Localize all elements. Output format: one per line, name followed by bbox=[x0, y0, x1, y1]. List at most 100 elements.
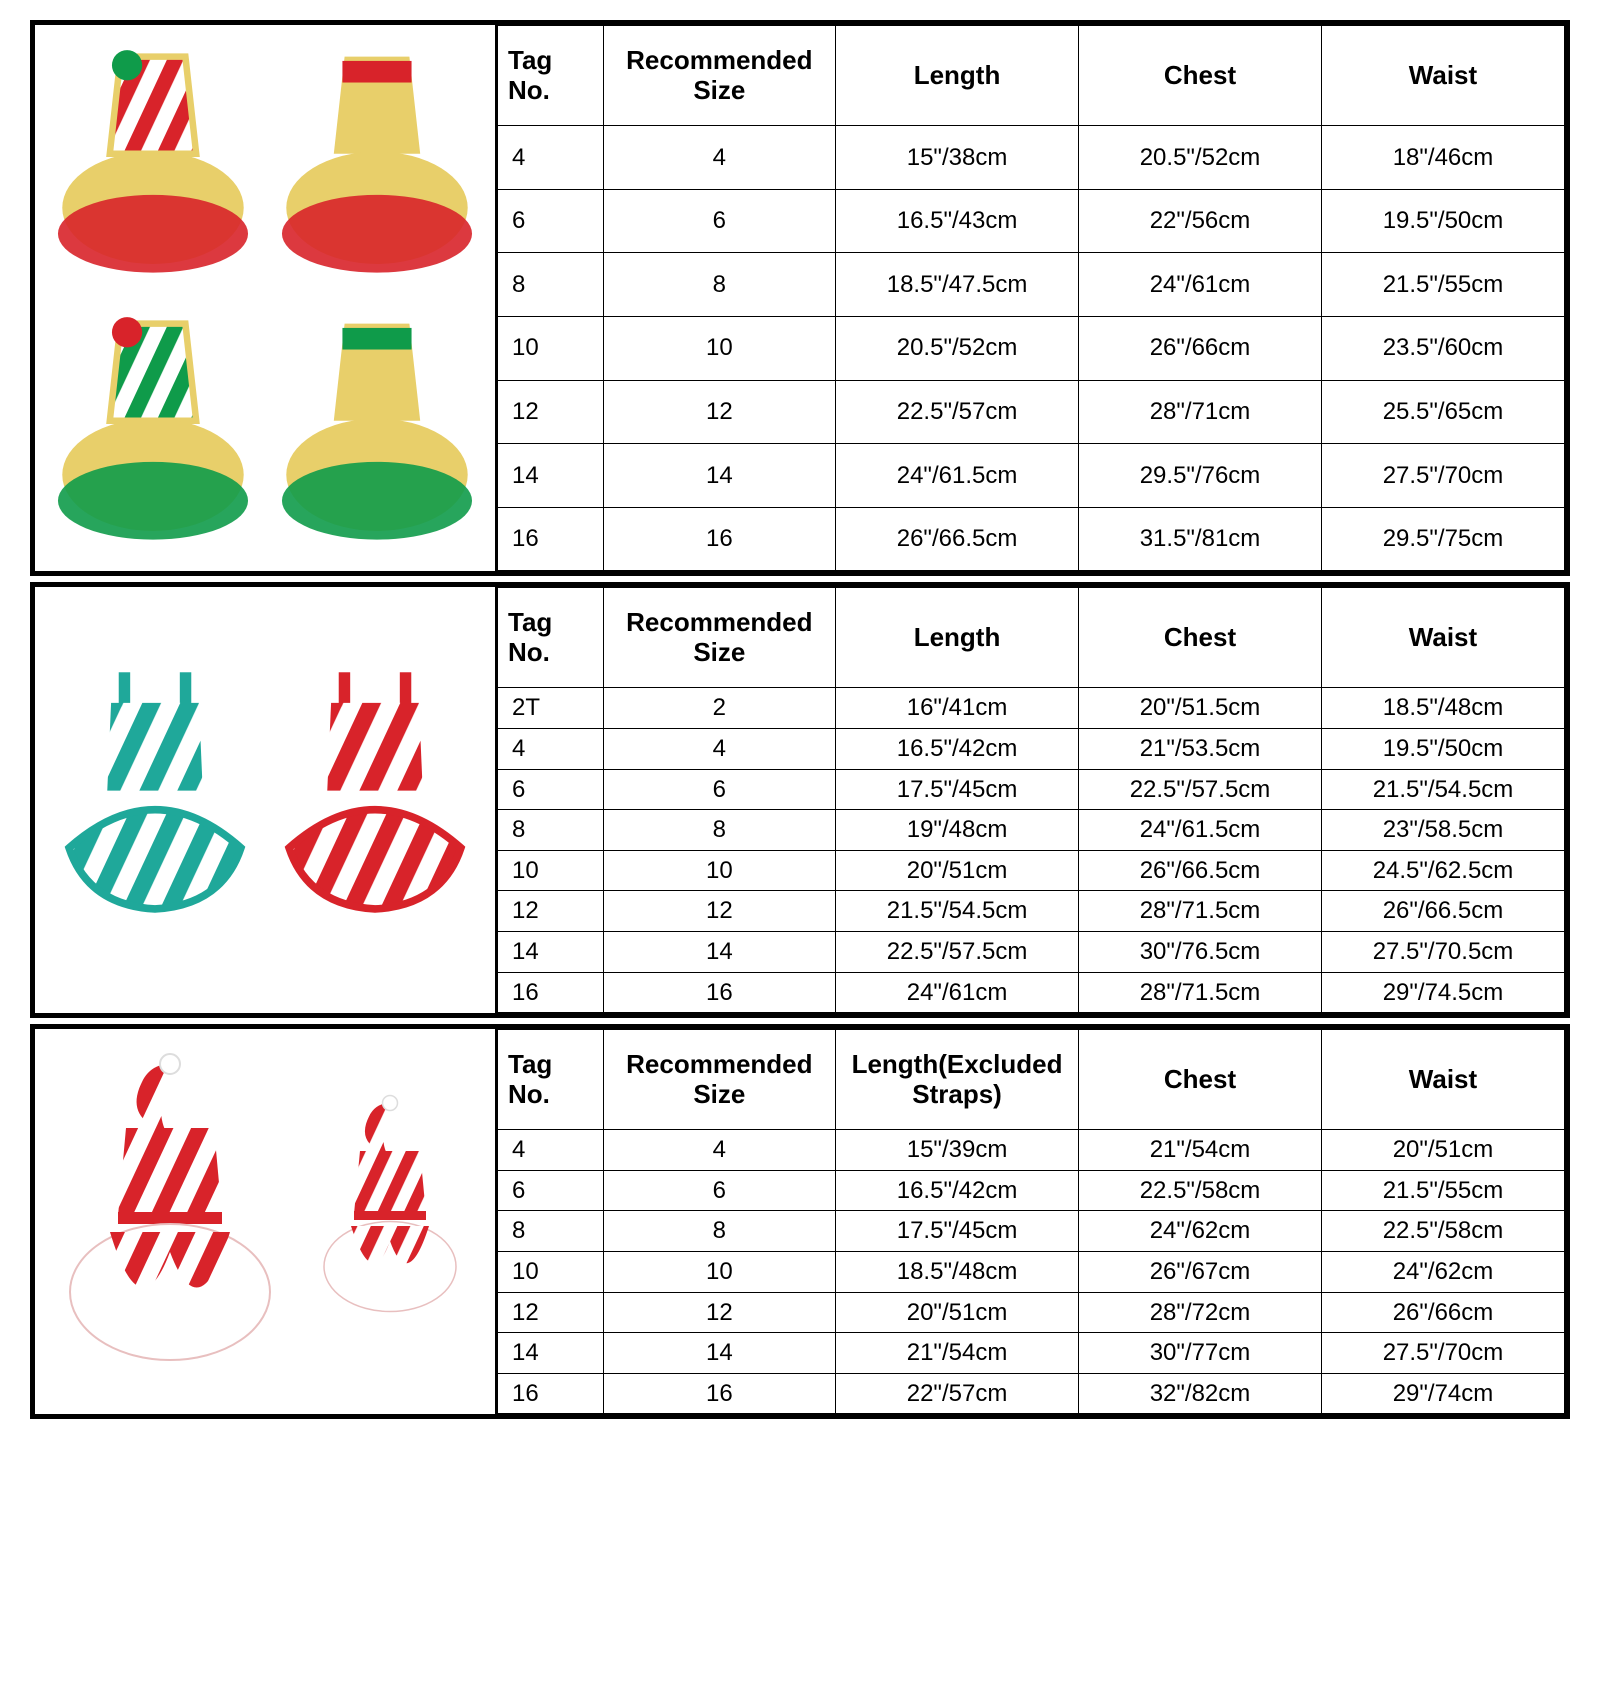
col-tag: Tag No. bbox=[498, 1030, 604, 1130]
table-cell: 20.5"/52cm bbox=[836, 316, 1079, 380]
table-cell: 10 bbox=[603, 316, 835, 380]
table-cell: 26"/66cm bbox=[1079, 316, 1322, 380]
table-cell: 27.5"/70cm bbox=[1321, 1333, 1564, 1374]
table-cell: 32"/82cm bbox=[1079, 1373, 1322, 1414]
table-cell: 24"/62cm bbox=[1079, 1211, 1322, 1252]
table-row: 161622"/57cm32"/82cm29"/74cm bbox=[498, 1373, 1565, 1414]
table-row: 4415"/39cm21"/54cm20"/51cm bbox=[498, 1130, 1565, 1171]
table-row: 101020"/51cm26"/66.5cm24.5"/62.5cm bbox=[498, 850, 1565, 891]
col-len: Length bbox=[836, 26, 1079, 126]
table-cell: 19.5"/50cm bbox=[1321, 189, 1564, 253]
table-cell: 14 bbox=[498, 1333, 604, 1374]
table-cell: 21"/53.5cm bbox=[1079, 728, 1322, 769]
table-cell: 17.5"/45cm bbox=[836, 1211, 1079, 1252]
table-cell: 8 bbox=[603, 253, 835, 317]
table-cell: 16 bbox=[498, 507, 604, 571]
table-cell: 28"/71.5cm bbox=[1079, 891, 1322, 932]
col-size: Recommended Size bbox=[603, 588, 835, 688]
page: Tag No. Recommended Size Length Chest Wa… bbox=[0, 0, 1600, 1685]
dress-icon bbox=[50, 657, 260, 943]
table-cell: 21.5"/55cm bbox=[1321, 1170, 1564, 1211]
size-chart-block-3: Tag No. Recommended Size Length(Excluded… bbox=[30, 1024, 1570, 1419]
table-cell: 12 bbox=[498, 380, 604, 444]
table-cell: 26"/66cm bbox=[1321, 1292, 1564, 1333]
col-chest: Chest bbox=[1079, 26, 1322, 126]
table-cell: 21.5"/54.5cm bbox=[836, 891, 1079, 932]
table-cell: 26"/66.5cm bbox=[1321, 891, 1564, 932]
table-cell: 28"/72cm bbox=[1079, 1292, 1322, 1333]
table-cell: 12 bbox=[603, 891, 835, 932]
table-cell: 18.5"/48cm bbox=[836, 1251, 1079, 1292]
table-cell: 16 bbox=[498, 1373, 604, 1414]
table-cell: 24"/61.5cm bbox=[836, 444, 1079, 508]
table-cell: 4 bbox=[603, 728, 835, 769]
table-cell: 4 bbox=[498, 126, 604, 190]
table-cell: 25.5"/65cm bbox=[1321, 380, 1564, 444]
col-tag: Tag No. bbox=[498, 588, 604, 688]
table-cell: 16.5"/43cm bbox=[836, 189, 1079, 253]
table-cell: 23"/58.5cm bbox=[1321, 810, 1564, 851]
col-size: Recommended Size bbox=[603, 26, 835, 126]
dress-icon bbox=[300, 1094, 480, 1349]
table-cell: 22.5"/58cm bbox=[1079, 1170, 1322, 1211]
table-cell: 28"/71.5cm bbox=[1079, 972, 1322, 1013]
table-cell: 22"/56cm bbox=[1079, 189, 1322, 253]
table-cell: 6 bbox=[498, 189, 604, 253]
table-cell: 14 bbox=[498, 931, 604, 972]
table-cell: 6 bbox=[498, 1170, 604, 1211]
product-image-3 bbox=[35, 1029, 495, 1414]
table-cell: 14 bbox=[498, 444, 604, 508]
table-cell: 29.5"/75cm bbox=[1321, 507, 1564, 571]
table-cell: 19"/48cm bbox=[836, 810, 1079, 851]
table-cell: 16 bbox=[603, 1373, 835, 1414]
table-cell: 18.5"/47.5cm bbox=[836, 253, 1079, 317]
table-cell: 27.5"/70cm bbox=[1321, 444, 1564, 508]
col-waist: Waist bbox=[1321, 1030, 1564, 1130]
table-cell: 16.5"/42cm bbox=[836, 1170, 1079, 1211]
table-cell: 17.5"/45cm bbox=[836, 769, 1079, 810]
table-cell: 10 bbox=[603, 850, 835, 891]
size-table-2: Tag No. Recommended Size Length Chest Wa… bbox=[497, 587, 1565, 1013]
table-cell: 29.5"/76cm bbox=[1079, 444, 1322, 508]
size-table-3: Tag No. Recommended Size Length(Excluded… bbox=[497, 1029, 1565, 1414]
table-cell: 8 bbox=[498, 1211, 604, 1252]
table-cell: 27.5"/70.5cm bbox=[1321, 931, 1564, 972]
table-cell: 20"/51cm bbox=[836, 850, 1079, 891]
table-cell: 16"/41cm bbox=[836, 688, 1079, 729]
col-size: Recommended Size bbox=[603, 1030, 835, 1130]
table-cell: 26"/67cm bbox=[1079, 1251, 1322, 1292]
table-cell: 10 bbox=[498, 850, 604, 891]
table-cell: 6 bbox=[498, 769, 604, 810]
table-cell: 15"/38cm bbox=[836, 126, 1079, 190]
table-cell: 16 bbox=[603, 507, 835, 571]
table-row: 161624"/61cm28"/71.5cm29"/74.5cm bbox=[498, 972, 1565, 1013]
table-row: 121222.5"/57cm28"/71cm25.5"/65cm bbox=[498, 380, 1565, 444]
table-cell: 30"/77cm bbox=[1079, 1333, 1322, 1374]
table-cell: 23.5"/60cm bbox=[1321, 316, 1564, 380]
dress-icon bbox=[270, 657, 480, 943]
table-cell: 26"/66.5cm bbox=[1079, 850, 1322, 891]
table-cell: 20"/51.5cm bbox=[1079, 688, 1322, 729]
table-row: 8818.5"/47.5cm24"/61cm21.5"/55cm bbox=[498, 253, 1565, 317]
tbody-1: 4415"/38cm20.5"/52cm18"/46cm6616.5"/43cm… bbox=[498, 126, 1565, 571]
table-cell: 6 bbox=[603, 769, 835, 810]
table-cell: 31.5"/81cm bbox=[1079, 507, 1322, 571]
table-cell: 4 bbox=[498, 728, 604, 769]
table-cell: 21.5"/54.5cm bbox=[1321, 769, 1564, 810]
table-cell: 29"/74.5cm bbox=[1321, 972, 1564, 1013]
table-cell: 24.5"/62.5cm bbox=[1321, 850, 1564, 891]
table-cell: 4 bbox=[603, 1130, 835, 1171]
table-cell: 21"/54cm bbox=[836, 1333, 1079, 1374]
table-cell: 4 bbox=[498, 1130, 604, 1171]
table-cell: 10 bbox=[603, 1251, 835, 1292]
col-chest: Chest bbox=[1079, 588, 1322, 688]
table-cell: 8 bbox=[603, 810, 835, 851]
product-image-2 bbox=[35, 587, 495, 1013]
table-cell: 22"/57cm bbox=[836, 1373, 1079, 1414]
table-cell: 19.5"/50cm bbox=[1321, 728, 1564, 769]
table-row: 101018.5"/48cm26"/67cm24"/62cm bbox=[498, 1251, 1565, 1292]
table-cell: 18.5"/48cm bbox=[1321, 688, 1564, 729]
dress-icon bbox=[269, 302, 485, 561]
table-cell: 2 bbox=[603, 688, 835, 729]
col-chest: Chest bbox=[1079, 1030, 1322, 1130]
